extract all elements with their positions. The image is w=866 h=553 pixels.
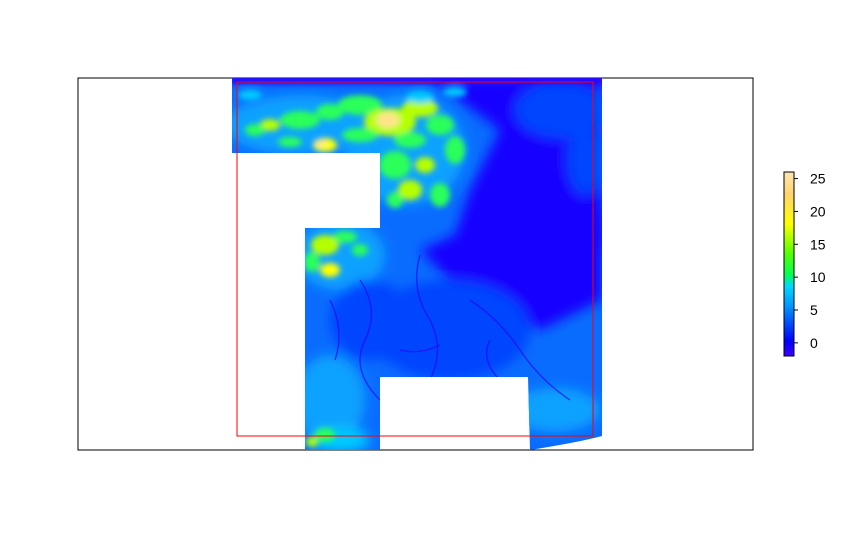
raster-highland: [311, 235, 339, 255]
raster-highland: [415, 157, 435, 173]
raster-channel: [359, 279, 381, 401]
raster-channel: [329, 299, 340, 361]
raster-highland: [304, 252, 320, 272]
raster-highland: [238, 90, 262, 100]
raster-highland: [280, 111, 320, 129]
raster-top-edge: [232, 78, 602, 84]
raster-highland: [394, 132, 426, 148]
raster-highland: [443, 87, 467, 97]
raster-highland: [245, 124, 265, 136]
raster-highland: [398, 180, 422, 200]
raster-highland: [278, 137, 302, 147]
raster-region: [567, 125, 602, 195]
raster-highland: [314, 139, 326, 147]
raster-channel: [486, 339, 501, 381]
colorbar-tick-label: 5: [810, 302, 818, 318]
colorbar-ticks: 0 5 10 15 20 25: [794, 171, 826, 351]
raster-region: [330, 280, 410, 360]
colorbar-tick-label: 25: [810, 171, 826, 187]
raster-highland: [316, 104, 344, 120]
raster-highland: [260, 119, 280, 131]
raster-highland: [387, 192, 403, 208]
raster-highland: [445, 136, 465, 164]
raster-channel: [469, 299, 571, 401]
colorbar-gradient: [783, 171, 795, 357]
raster-highland: [402, 99, 438, 117]
colorbar-legend: 0 5 10 15 20 25: [783, 171, 826, 357]
raster-highland: [315, 428, 335, 442]
raster-channel: [415, 254, 439, 381]
raster-highland: [338, 95, 382, 115]
raster-highland: [342, 128, 378, 142]
raster-region: [370, 280, 530, 380]
raster-channel: [399, 344, 441, 353]
raster-channels: [329, 254, 571, 401]
raster-highland: [320, 263, 340, 277]
raster-highland: [426, 115, 454, 135]
raster-region: [510, 388, 600, 432]
colorbar-tick-label: 15: [810, 236, 826, 252]
raster-highland: [430, 183, 450, 207]
extent-rectangle: [236, 81, 594, 437]
raster-highland: [376, 112, 400, 128]
colorbar-tick-label: 10: [810, 269, 826, 285]
raster-highland: [333, 231, 357, 243]
raster-region: [515, 82, 602, 138]
colorbar-tick-label: 0: [810, 335, 818, 351]
raster-highland: [379, 151, 411, 179]
raster-region: [295, 355, 365, 445]
raster-highland: [306, 437, 318, 447]
raster-detail-layer: [232, 78, 602, 447]
raster-highland: [406, 91, 434, 103]
raster-highland: [352, 244, 368, 256]
colorbar-tick-label: 20: [810, 203, 826, 219]
